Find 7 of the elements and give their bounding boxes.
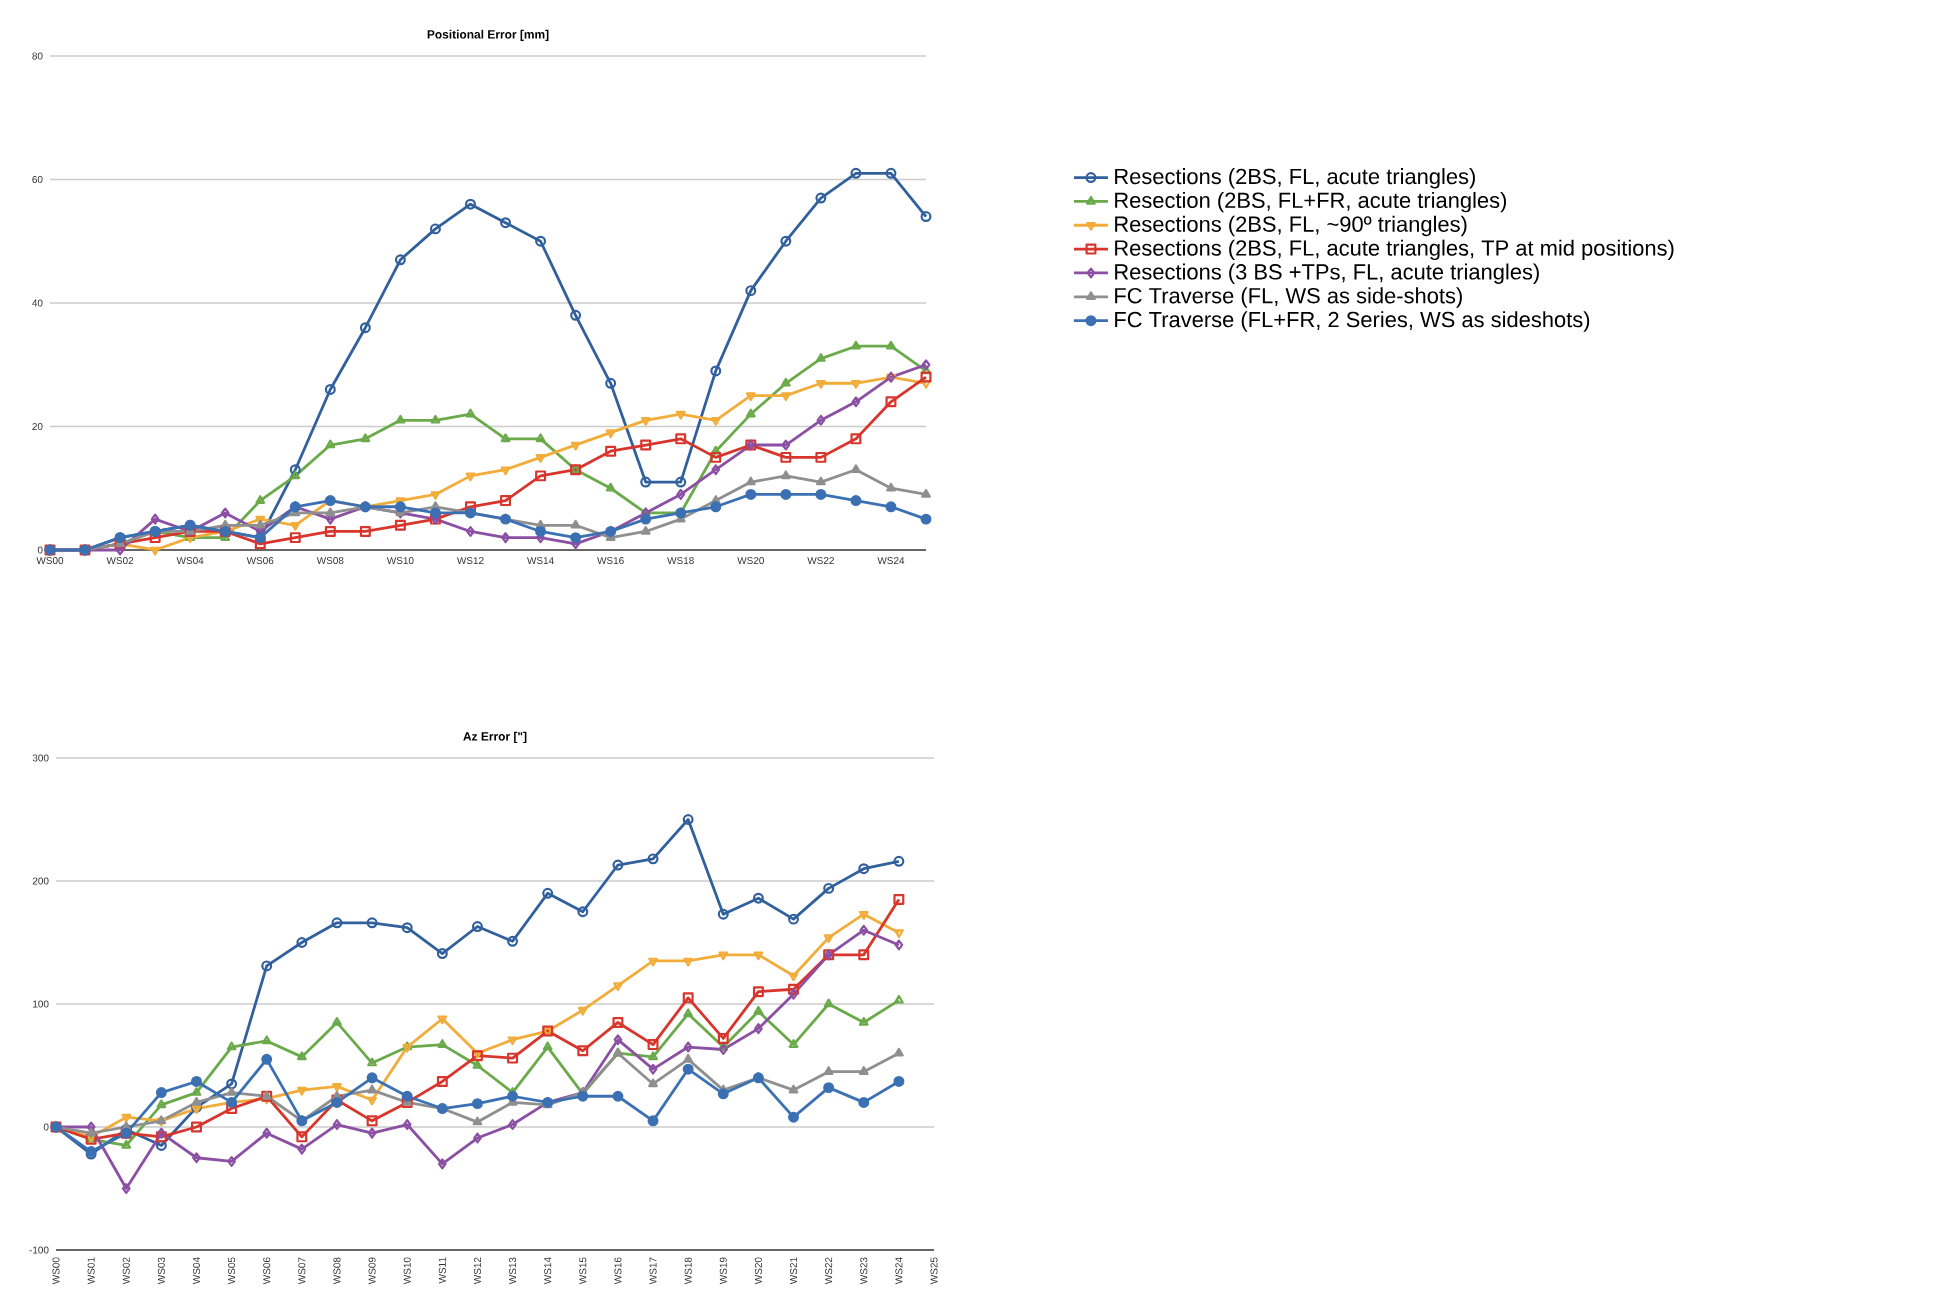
legend-label: Resections (2BS, FL, acute triangles, TP at mid positions) — [1115, 239, 1674, 261]
legend-label: FC Traverse (FL, WS as side-shots) — [1115, 287, 1462, 308]
legend-label: Resection (2BS, FL+FR, acute triangles) — [1115, 191, 1507, 213]
legend-label: FC Traverse (FL+FR, 2 Series, WS as sideshots) — [1115, 311, 1590, 332]
legend-label: Resections (3 BS +TPs, FL, acute triangles) — [1115, 263, 1539, 284]
legend-label: Resections (2BS, FL, acute triangles) — [1115, 168, 1475, 189]
legend-label: Resections (2BS, FL, ~90º triangles) — [1115, 215, 1467, 237]
